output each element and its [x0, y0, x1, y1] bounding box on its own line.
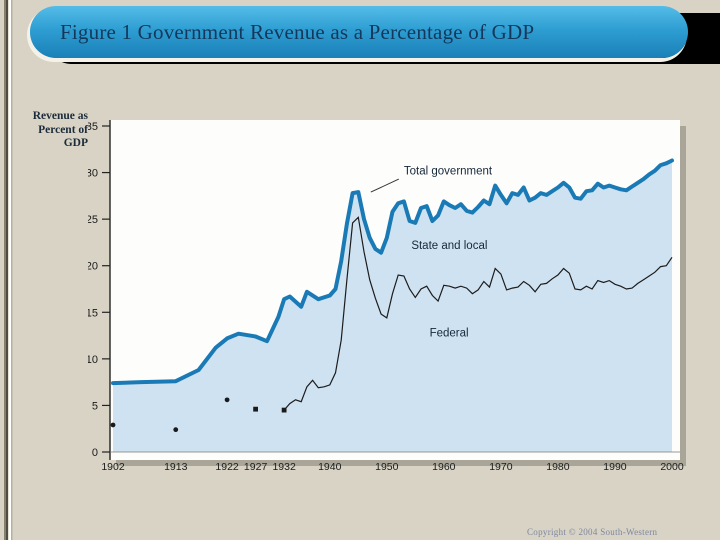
y-tick-label: 10	[88, 354, 98, 366]
x-tick-label: 2000	[660, 461, 684, 473]
x-tick-label: 1970	[489, 461, 513, 473]
y-axis-title-line-2: Percent of	[38, 123, 88, 136]
x-tick-label: 1927	[244, 461, 268, 473]
federal-marker-square	[281, 407, 287, 413]
x-tick-label: 1950	[375, 461, 399, 473]
left-edge-stripe	[0, 0, 16, 540]
federal-line	[283, 216, 673, 411]
revenue-area-fill	[113, 160, 672, 452]
x-tick-label: 1960	[432, 461, 456, 473]
y-axis-title-line-1: Revenue as	[32, 110, 88, 122]
series-label: Federal	[430, 328, 469, 340]
total-government-line	[111, 158, 674, 386]
y-tick-label: 35	[88, 121, 98, 133]
y-axis-title-line-3: GDP	[63, 137, 88, 150]
federal-marker-dot	[110, 422, 116, 428]
x-tick-label: 1980	[546, 461, 570, 473]
x-tick-label: 1922	[215, 461, 239, 473]
y-tick-label: 20	[88, 261, 98, 273]
federal-marker-dot	[224, 397, 230, 403]
x-tick-label: 1990	[603, 461, 627, 473]
slide-title: Figure 1 Government Revenue as a Percent…	[60, 19, 535, 44]
x-tick-label: 1940	[318, 461, 342, 473]
y-tick-label: 30	[88, 168, 98, 180]
y-tick-label: 15	[88, 307, 98, 319]
copyright-text: Copyright © 2004 South-Western	[527, 527, 658, 537]
revenue-area-chart: 0 5 10 15 20 25 30 35 1902 1913 1922 1927 1932 1940 19…	[88, 120, 686, 473]
x-tick-label: 1902	[101, 461, 125, 473]
y-tick-label: 0	[92, 447, 98, 459]
title-banner: Figure 1 Government Revenue as a Percent…	[30, 6, 688, 58]
series-label: Total government	[404, 165, 493, 177]
y-tick-label: 5	[92, 400, 98, 412]
x-tick-label: 1932	[272, 461, 296, 473]
federal-marker-square	[253, 406, 259, 412]
y-axis-title: Revenue as Percent of GDP	[12, 110, 88, 151]
annotation-leader-line	[370, 178, 400, 193]
federal-marker-dot	[173, 427, 179, 433]
y-tick-label: 25	[88, 214, 98, 226]
x-tick-label: 1913	[164, 461, 188, 473]
series-label: State and local	[411, 240, 487, 252]
